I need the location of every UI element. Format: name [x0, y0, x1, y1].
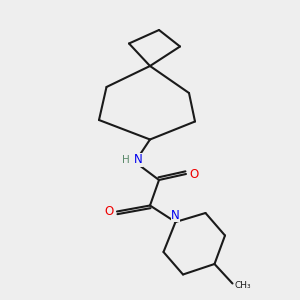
- Text: N: N: [171, 209, 180, 222]
- Text: O: O: [104, 205, 113, 218]
- Text: H: H: [122, 154, 129, 165]
- Text: CH₃: CH₃: [235, 281, 251, 290]
- Text: O: O: [190, 167, 199, 181]
- Text: N: N: [134, 153, 142, 166]
